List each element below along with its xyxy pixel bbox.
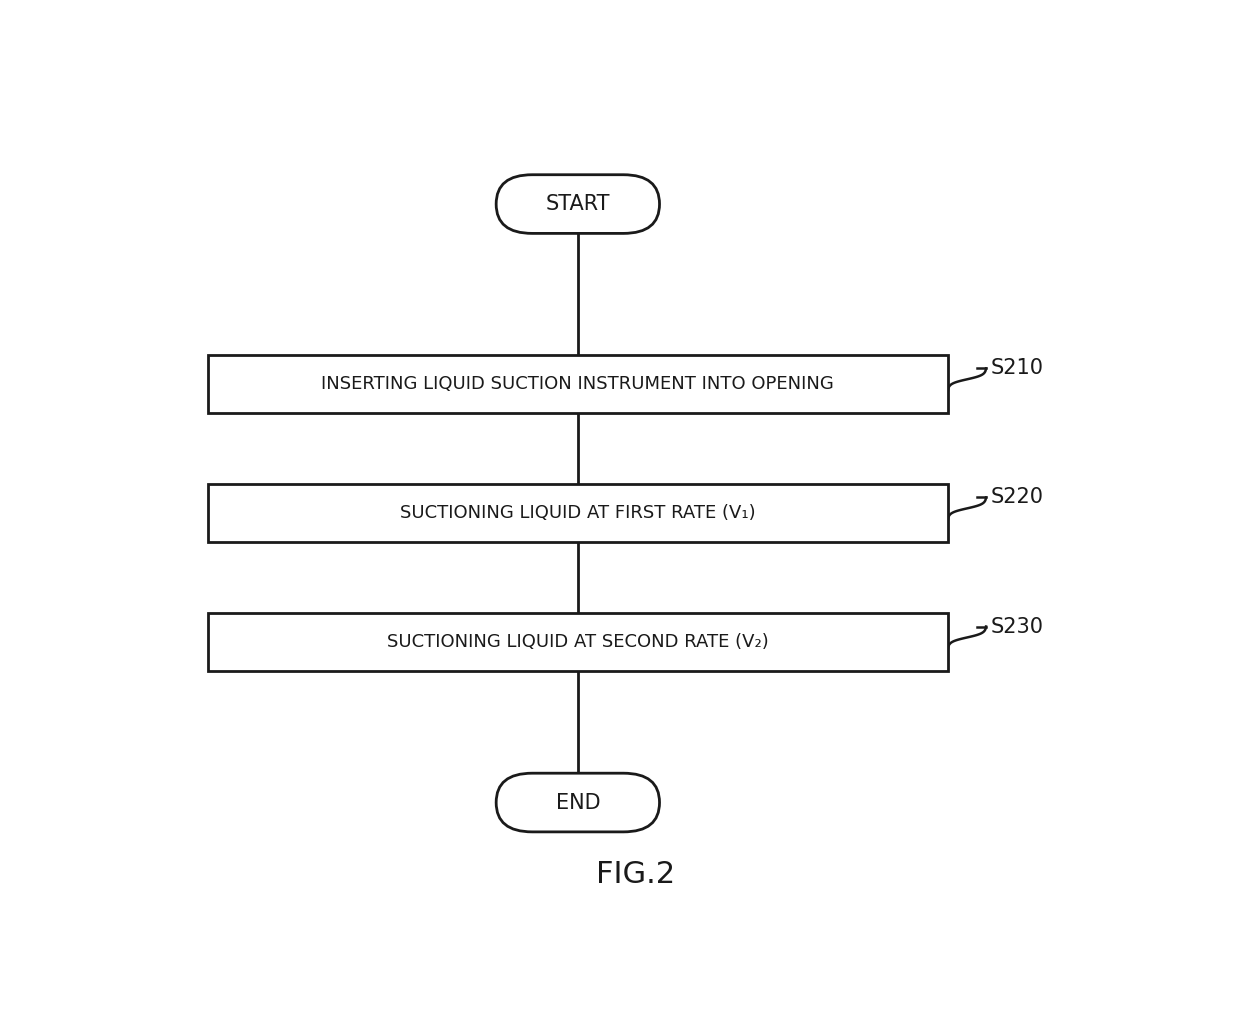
Text: S210: S210 — [991, 359, 1044, 378]
FancyBboxPatch shape — [208, 355, 947, 414]
Text: INSERTING LIQUID SUCTION INSTRUMENT INTO OPENING: INSERTING LIQUID SUCTION INSTRUMENT INTO… — [321, 375, 835, 393]
FancyBboxPatch shape — [208, 613, 947, 672]
FancyBboxPatch shape — [208, 484, 947, 543]
FancyBboxPatch shape — [496, 175, 660, 234]
Text: END: END — [556, 792, 600, 813]
Text: SUCTIONING LIQUID AT SECOND RATE (V₂): SUCTIONING LIQUID AT SECOND RATE (V₂) — [387, 633, 769, 651]
Text: SUCTIONING LIQUID AT FIRST RATE (V₁): SUCTIONING LIQUID AT FIRST RATE (V₁) — [401, 504, 755, 522]
FancyBboxPatch shape — [496, 773, 660, 832]
Text: S230: S230 — [991, 617, 1044, 636]
Text: FIG.2: FIG.2 — [596, 860, 675, 889]
Text: S220: S220 — [991, 488, 1044, 507]
Text: START: START — [546, 194, 610, 214]
